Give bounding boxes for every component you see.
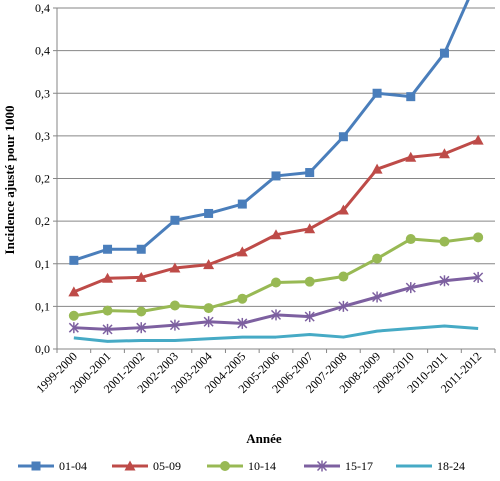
data-point	[338, 271, 349, 282]
data-point	[372, 291, 383, 303]
data-point	[473, 271, 484, 283]
y-axis-title: Incidence ajusté pour 1000	[2, 106, 17, 255]
series-line	[73, 324, 479, 343]
data-point	[68, 286, 80, 297]
data-point	[102, 272, 114, 283]
data-point	[439, 48, 449, 58]
data-point	[169, 262, 181, 273]
legend-label: 18-24	[437, 459, 465, 473]
data-point	[203, 303, 214, 314]
data-point	[270, 229, 282, 240]
legend-label: 10-14	[248, 459, 276, 473]
legend-marker	[124, 460, 136, 471]
data-point	[405, 234, 416, 245]
data-point	[237, 317, 248, 329]
data-point	[305, 168, 315, 178]
data-point	[271, 171, 281, 181]
legend-item: 15-17	[304, 459, 373, 473]
series-10-14	[68, 232, 484, 321]
series-line	[73, 138, 479, 294]
data-point	[439, 236, 450, 247]
y-tick-label: 0,2	[35, 214, 50, 228]
data-point	[236, 246, 248, 257]
data-point	[136, 244, 146, 254]
legend-marker	[31, 461, 41, 471]
x-tick-labels: 1999-20002000-20012001-20022002-20032003…	[33, 349, 496, 396]
data-point	[237, 293, 248, 304]
legend-label: 15-17	[345, 459, 373, 473]
series-05-09	[68, 134, 484, 297]
y-tick-label: 0,3	[35, 86, 50, 100]
x-axis-title: Année	[246, 431, 282, 446]
data-point	[136, 306, 147, 317]
data-point	[438, 148, 450, 159]
data-point	[405, 282, 416, 294]
data-point	[439, 275, 450, 287]
legend-marker	[220, 461, 230, 471]
legend: 01-04 05-09 10-14 15-17 18-24	[18, 459, 465, 473]
data-point	[473, 232, 484, 243]
data-point	[169, 319, 180, 331]
y-tick-label: 0,4	[35, 1, 50, 15]
data-point	[204, 208, 214, 218]
legend-item: 10-14	[207, 459, 276, 473]
data-point	[406, 92, 416, 102]
data-point	[338, 300, 349, 312]
y-tick-label: 0,1	[35, 299, 50, 313]
series-18-24	[73, 324, 479, 343]
data-point	[337, 204, 349, 215]
data-point	[169, 300, 180, 311]
data-point	[372, 253, 383, 264]
series-01-04	[69, 0, 470, 265]
legend-label: 05-09	[153, 459, 181, 473]
legend-item: 01-04	[18, 459, 87, 473]
data-point	[270, 309, 282, 321]
series-15-17	[68, 271, 484, 335]
data-point	[203, 316, 214, 328]
data-point	[103, 244, 113, 254]
data-point	[371, 163, 383, 174]
data-point	[304, 311, 315, 323]
data-point	[271, 277, 281, 288]
data-point	[136, 322, 147, 334]
y-tick-label: 0,4	[35, 44, 50, 58]
y-tick-label: 0,3	[35, 129, 50, 143]
data-point	[170, 215, 180, 225]
data-point	[372, 88, 382, 98]
legend-item: 18-24	[396, 459, 465, 473]
data-point	[237, 199, 247, 209]
data-point	[68, 310, 79, 321]
y-tick-labels: 0,0 0,1 0,1 0,2 0,2 0,3 0,3 0,4 0,4	[35, 1, 57, 356]
y-tick-label: 0,2	[35, 172, 50, 186]
y-tick-label: 0,0	[35, 342, 50, 356]
data-point	[69, 255, 79, 265]
legend-marker	[316, 460, 328, 472]
data-point	[135, 271, 147, 282]
data-point	[68, 322, 79, 334]
data-point	[405, 151, 417, 162]
grid-lines	[57, 7, 495, 307]
data-point	[102, 305, 113, 316]
data-point	[102, 323, 113, 335]
data-point	[338, 132, 348, 142]
y-tick-label: 0,1	[35, 257, 50, 271]
legend-item: 05-09	[112, 459, 181, 473]
data-point	[203, 259, 215, 270]
data-point	[472, 134, 484, 145]
data-point	[304, 223, 316, 234]
legend-label: 01-04	[59, 459, 87, 473]
series-layer	[68, 0, 484, 343]
data-point	[304, 276, 315, 287]
